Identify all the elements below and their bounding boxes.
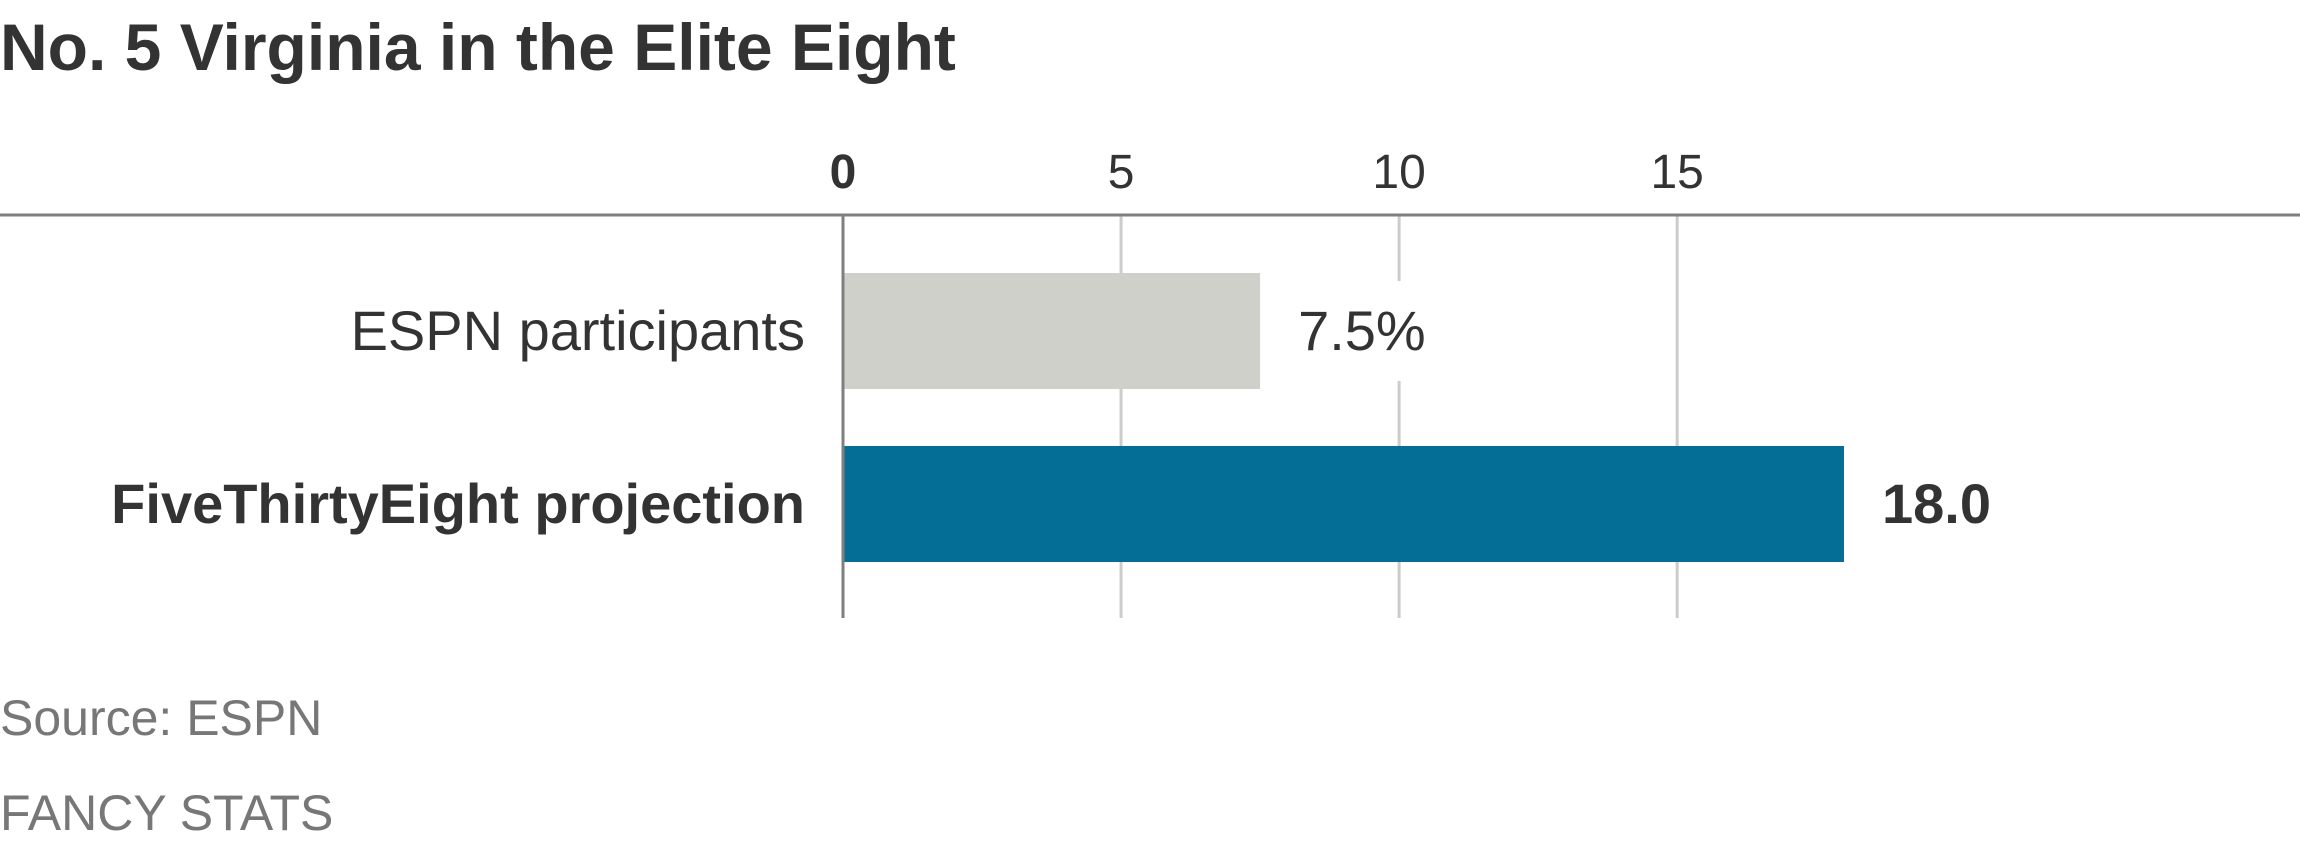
- x-tick-label-10: 10: [1372, 146, 1425, 199]
- bar-0: [843, 273, 1261, 389]
- category-labels: ESPN participants FiveThirtyEight project…: [111, 299, 805, 535]
- bars: [843, 273, 2004, 562]
- x-axis-ticks: 0 5 10 15: [830, 146, 1704, 199]
- x-tick-label-5: 5: [1108, 146, 1135, 199]
- category-label-1: FiveThirtyEight projection: [111, 472, 805, 535]
- value-label-backing: [1863, 454, 2004, 554]
- source-note: Source: ESPN: [0, 690, 322, 746]
- value-label-0: 7.5%: [1298, 299, 1426, 362]
- category-label-0: ESPN participants: [351, 299, 805, 362]
- bar-1: [843, 446, 1844, 562]
- value-label-backing: [1280, 281, 1421, 381]
- value-label-1: 18.0: [1882, 472, 1991, 535]
- chart-title: No. 5 Virginia in the Elite Eight: [0, 10, 956, 84]
- x-tick-label-15: 15: [1650, 146, 1703, 199]
- credit-note: FANCY STATS: [0, 785, 333, 841]
- x-tick-label-0: 0: [830, 146, 857, 199]
- value-labels: 7.5% 18.0: [1298, 299, 1991, 535]
